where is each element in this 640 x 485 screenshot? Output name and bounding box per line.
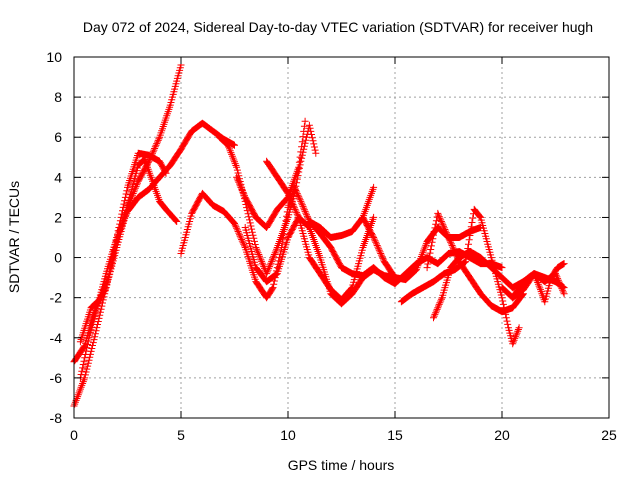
series-track-5: [177, 183, 378, 302]
series-markers: [76, 155, 181, 346]
series-markers: [423, 209, 527, 316]
x-tick-label: 15: [387, 427, 403, 443]
x-tick-label: 0: [70, 427, 78, 443]
series-track-11: [359, 213, 485, 284]
series-track-4: [76, 155, 181, 346]
series-markers: [359, 213, 485, 284]
y-tick-label: 8: [54, 89, 62, 105]
y-tick-label: 6: [54, 129, 62, 145]
x-tick-label: 20: [494, 427, 510, 443]
x-tick-label: 5: [177, 427, 185, 443]
y-tick-label: -6: [50, 370, 63, 386]
y-tick-label: -4: [50, 330, 63, 346]
y-tick-label: 0: [54, 250, 62, 266]
series-track-6: [216, 121, 320, 278]
plot-frame: [73, 56, 610, 419]
x-axis-label: GPS time / hours: [288, 457, 395, 473]
series-markers: [498, 270, 568, 302]
y-tick-label: -2: [50, 290, 63, 306]
series-markers: [216, 121, 320, 278]
axis-ticks: 0 5 10 15 20 25 -8 -6 -4 -2 0 2 4 6 8 10: [46, 49, 617, 443]
chart-title: Day 072 of 2024, Sidereal Day-to-day VTE…: [83, 19, 593, 35]
y-tick-label: 2: [54, 209, 62, 225]
series-track-14: [423, 209, 527, 316]
series-track-16: [498, 270, 568, 302]
y-tick-label: 10: [46, 49, 62, 65]
data-marks: [70, 61, 568, 410]
y-tick-label: 4: [54, 169, 62, 185]
x-tick-label: 25: [601, 427, 617, 443]
series-track-9: [263, 157, 378, 304]
y-axis-label: SDTVAR / TECUs: [6, 181, 22, 293]
series-markers: [177, 183, 378, 302]
y-tick-label: -8: [50, 410, 63, 426]
series-markers: [263, 157, 378, 304]
x-tick-label: 10: [280, 427, 296, 443]
